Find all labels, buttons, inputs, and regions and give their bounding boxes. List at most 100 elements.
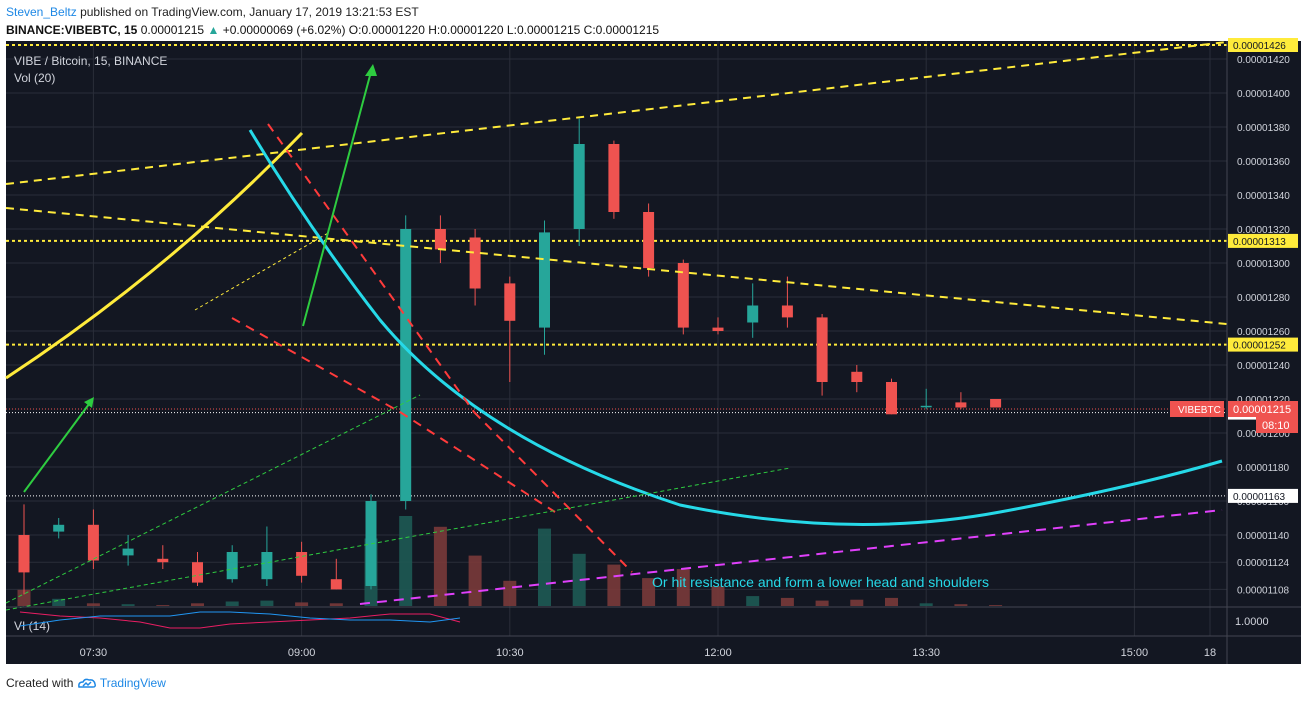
time-tick-label: 12:00 [704,647,732,659]
time-tick-label: 10:30 [496,647,524,659]
level-price-label: 0.00001313 [1233,237,1286,248]
vortex-indicator-value: 1.0000 [1235,616,1269,628]
price-tick-label: 0.00001140 [1237,531,1290,542]
last-price-symbol-badge [1170,401,1224,417]
author-link[interactable]: Steven_Beltz [6,5,77,19]
candle-body [504,283,516,321]
annotation-text: Or hit resistance and form a lower head … [652,574,989,590]
symbol-info-line: BINANCE:VIBEBTC, 15 0.00001215 ▲ +0.0000… [6,23,659,37]
candle-body [781,305,793,318]
volume-bar [156,605,170,606]
candle-body [747,305,759,323]
price-tick-label: 0.00001200 [1237,429,1290,440]
price-tick-label: 0.00001280 [1237,293,1290,304]
volume-legend: Vol (20) [14,71,55,85]
volume-bar [607,564,621,606]
volume-bar [989,605,1003,606]
green-arrow-right-head-icon [365,64,377,76]
price-tick-label: 0.00001260 [1237,327,1290,338]
vi-plus-line [19,611,461,627]
price-tick-label: 0.00001220 [1237,395,1290,406]
candle-body [539,232,550,328]
green-arrow-right [302,67,373,327]
red-dashed-line-upper [267,123,475,413]
price-tick-label: 0.00001240 [1237,361,1290,372]
candle-body [157,558,169,563]
tradingview-brand-link[interactable]: TradingView [99,676,166,690]
price-tick-label: 0.00001400 [1237,89,1290,100]
volume-bar [538,528,551,606]
bar-countdown-badge [1256,417,1298,433]
candle-body [18,535,30,573]
volume-bar [815,600,829,606]
magenta-dashed-support-line [359,509,1223,605]
level-price-badge [1228,233,1298,248]
candle-body [434,229,446,250]
green-arrow-left-head-icon [84,397,94,408]
level-price-badge [1228,38,1298,52]
volume-bar [919,603,933,606]
candle-body [886,382,897,415]
time-tick-label: 09:00 [288,647,316,659]
vi-minus-line [19,611,461,629]
candle-body [955,402,967,408]
volume-bar [885,597,898,606]
time-tick-label: 18 [1204,647,1216,659]
volume-bar [850,599,864,606]
red-dashed-line-upper-continued [473,411,633,573]
volume-bar [191,603,204,606]
candle-body [226,552,238,580]
candle-body [990,399,1002,408]
time-tick-label: 15:00 [1121,647,1149,659]
volume-bar [52,598,66,606]
footer: Created with TradingView [6,676,166,690]
red-dashed-line-lower [231,317,401,413]
volume-bar [260,600,274,606]
volume-bar [225,601,239,606]
price-axis-background[interactable] [1227,41,1301,664]
price-tick-label: 0.00001300 [1237,259,1290,270]
green-arrow-left [23,399,93,493]
level-price-label: 0.00001252 [1233,341,1286,352]
candle-body [296,552,308,576]
last-price-tag: VIBEBTC 0.00001215 08:10 [1170,401,1298,433]
pane-title: VIBE / Bitcoin, 15, BINANCE [14,54,167,68]
vortex-indicator-label: VI (14) [14,619,50,633]
candle-body [920,405,932,408]
time-axis[interactable]: 07:3009:0010:3012:0013:3015:0016:3018:00… [80,647,1307,659]
price-tick-label: 0.00001420 [1237,55,1290,66]
ohlc-values: O:0.00001220 H:0.00001220 L:0.00001215 C… [348,23,660,37]
time-tick-label: 07:30 [80,647,108,659]
symbol-name: BINANCE:VIBEBTC, 15 [6,23,138,37]
candle-body [816,317,828,382]
candle-body [469,237,481,289]
volume-bar [433,526,447,606]
candle-body [122,548,134,556]
volume-bar [676,569,690,606]
published-text: published on TradingView.com, January 17… [80,5,419,19]
yellow-dashed-trendline-lower [5,207,1228,325]
price-axis[interactable]: 0.000011080.000011240.000011400.00001160… [1228,38,1298,596]
cyan-projection-curve [248,129,1223,526]
level-price-badge [1228,337,1298,352]
candle-body [330,579,342,590]
volume-bar [642,578,656,606]
yellow-parabolic-curve [5,131,304,380]
volume-bar [780,597,794,606]
volume-bar [295,602,309,606]
volume-bars [17,516,1003,606]
volume-bar [329,603,343,606]
price-tick-label: 0.00001320 [1237,225,1290,236]
price-tick-label: 0.00001340 [1237,191,1290,202]
price-tick-label: 0.00001180 [1237,463,1290,474]
volume-bar [468,555,482,606]
candle-body [677,263,689,328]
price-tick-label: 0.00001108 [1237,585,1290,596]
tradingview-cloud-icon [77,678,96,688]
green-dotted-channel-upper [5,394,421,604]
candle-body [400,229,412,501]
volume-bar [711,586,725,606]
candle-body [643,212,655,269]
drawing-layer-back [6,44,1227,497]
